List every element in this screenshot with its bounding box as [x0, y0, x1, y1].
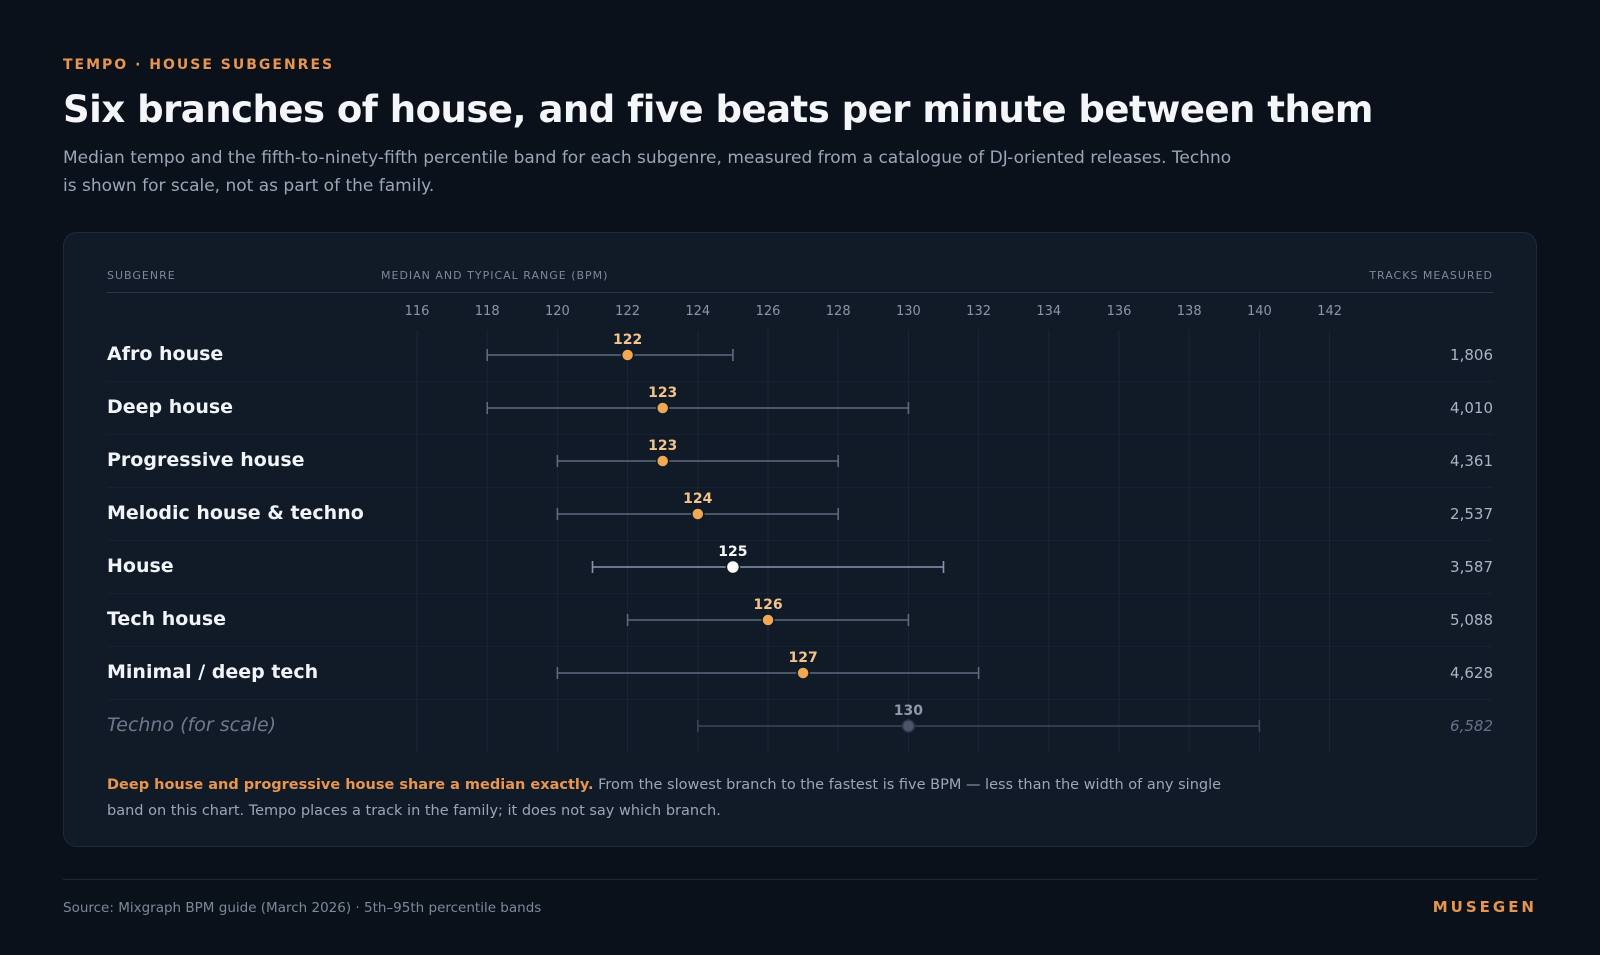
median-label: 123: [648, 385, 677, 401]
median-dot: [620, 348, 635, 362]
median-dot: [725, 559, 741, 575]
x-tick-label: 116: [405, 304, 430, 319]
column-header-tracks: TRACKS MEASURED: [1369, 269, 1493, 282]
brand-logo: MUSEGEN: [1432, 898, 1537, 916]
x-tick-label: 126: [756, 304, 781, 319]
median-label: 124: [683, 491, 712, 507]
kicker: TEMPO · HOUSE SUBGENRES: [63, 57, 335, 73]
x-tick-label: 136: [1107, 304, 1132, 319]
source-text: Source: Mixgraph BPM guide (March 2026) …: [63, 900, 542, 916]
footer-divider: [63, 879, 1537, 880]
median-dot: [901, 719, 916, 733]
x-tick-label: 134: [1036, 304, 1061, 319]
x-tick-label: 124: [685, 304, 710, 319]
median-label: 122: [613, 332, 642, 348]
column-header-subgenre: SUBGENRE: [107, 269, 176, 282]
note-body: From the slowest branch to the fastest i…: [107, 777, 1222, 819]
row-label: Progressive house: [107, 449, 305, 471]
row-label: Deep house: [107, 396, 234, 418]
x-tick-label: 120: [545, 304, 570, 319]
row-track-count: 4,010: [1450, 399, 1493, 417]
x-tick-label: 130: [896, 304, 921, 319]
x-tick-label: 122: [615, 304, 640, 319]
median-label: 126: [753, 597, 782, 613]
column-header-range: MEDIAN AND TYPICAL RANGE (BPM): [381, 269, 609, 282]
note-lead: Deep house and progressive house share a…: [107, 777, 594, 793]
row-track-count: 6,582: [1450, 717, 1493, 735]
median-label: 127: [788, 650, 817, 666]
header-divider: [107, 292, 1493, 293]
row-track-count: 4,628: [1450, 664, 1493, 682]
median-dot: [655, 401, 670, 415]
median-label: 125: [718, 544, 747, 560]
x-tick-label: 140: [1247, 304, 1272, 319]
row-track-count: 1,806: [1450, 346, 1493, 364]
x-tick-label: 132: [966, 304, 991, 319]
median-dot: [796, 666, 810, 680]
row-track-count: 2,537: [1450, 505, 1493, 523]
row-label: Afro house: [107, 343, 224, 365]
range-dot-chart: 116 118 120 122 124 126 128 130 132 134 136 138 140 1…: [107, 304, 1493, 752]
median-label: 123: [648, 438, 677, 454]
x-tick-label: 138: [1177, 304, 1202, 319]
chart-note: Deep house and progressive house share a…: [107, 772, 1257, 824]
row-label: Techno (for scale): [107, 714, 277, 736]
row-label: Tech house: [107, 608, 227, 630]
row-track-count: 4,361: [1450, 452, 1493, 470]
x-tick-label: 128: [826, 304, 851, 319]
x-tick-label: 142: [1317, 304, 1342, 319]
chart-panel: [63, 232, 1537, 847]
page-subtitle: Median tempo and the fifth-to-ninety-fif…: [63, 148, 1232, 196]
row-label: Minimal / deep tech: [107, 661, 319, 683]
median-dot: [691, 507, 705, 521]
x-tick-label: 118: [475, 304, 500, 319]
page-title: Six branches of house, and five beats pe…: [63, 88, 1373, 131]
median-dot: [761, 613, 775, 627]
row-track-count: 5,088: [1450, 611, 1493, 629]
row-track-count: 3,587: [1450, 558, 1493, 576]
median-label: 130: [894, 703, 923, 719]
median-dot: [655, 454, 670, 468]
row-label: Melodic house & techno: [107, 502, 364, 524]
row-label: House: [107, 555, 174, 577]
